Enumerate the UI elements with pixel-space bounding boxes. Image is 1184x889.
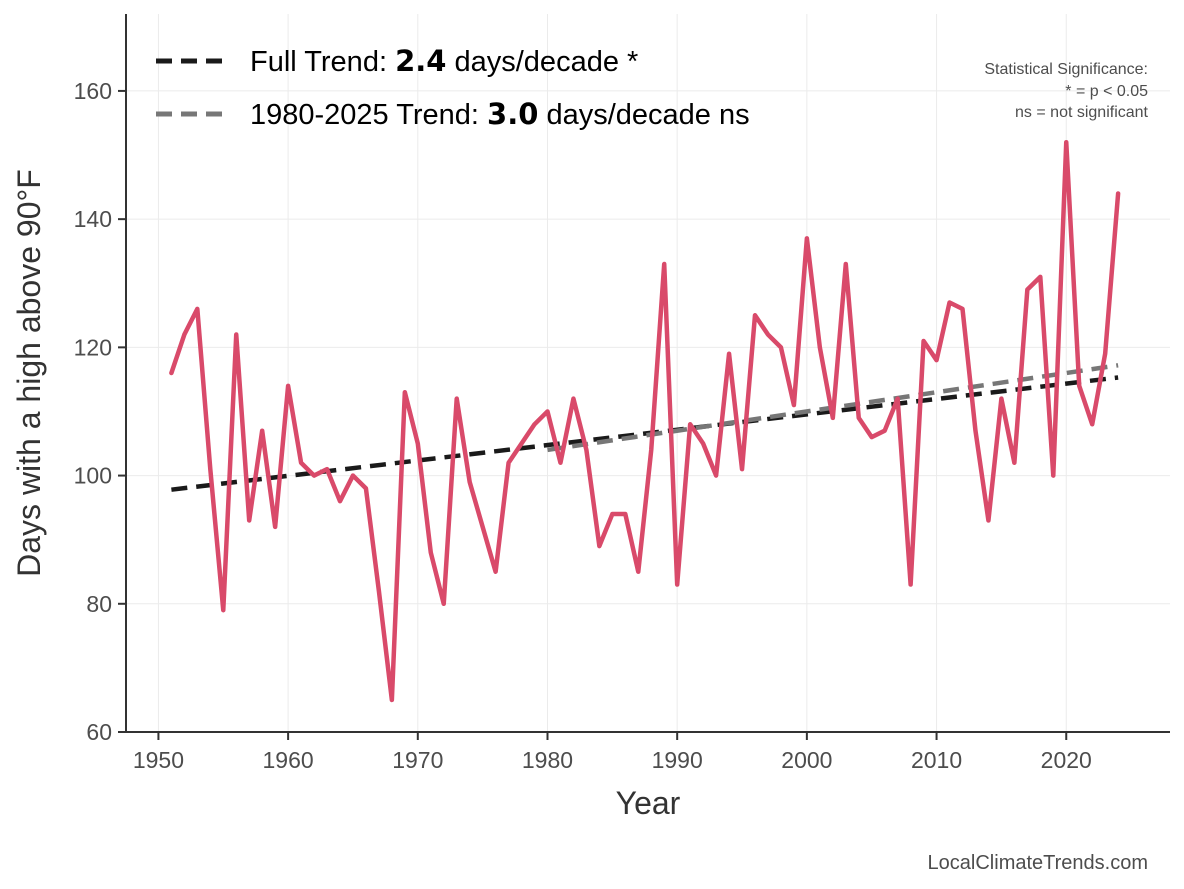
- y-tick-label: 60: [86, 719, 112, 745]
- x-tick-label: 2010: [911, 747, 962, 773]
- y-tick-label: 80: [86, 591, 112, 617]
- legend-label: Full Trend: 2.4 days/decade *: [250, 44, 638, 78]
- x-tick-label: 1990: [652, 747, 703, 773]
- legend-label-value: 2.4: [395, 44, 446, 78]
- legend-label-prefix: 1980-2025 Trend:: [250, 99, 487, 131]
- x-ticks: 1950 1960 1970 1980 1990 2000 2010 2020: [133, 732, 1092, 773]
- legend-label-suffix: days/decade ns: [538, 99, 749, 131]
- legend-label: 1980-2025 Trend: 3.0 days/decade ns: [250, 97, 750, 131]
- y-axis-title: Days with a high above 90°F: [11, 169, 47, 577]
- significance-note-line-3: ns = not significant: [1015, 104, 1149, 121]
- y-tick-label: 120: [74, 334, 112, 360]
- x-tick-label: 2000: [781, 747, 832, 773]
- x-axis-title: Year: [616, 785, 681, 821]
- series-line: [169, 139, 1121, 703]
- legend-label-value: 3.0: [487, 97, 538, 131]
- x-tick-label: 1980: [522, 747, 573, 773]
- credit-text: LocalClimateTrends.com: [928, 852, 1148, 874]
- significance-note-line-2: * = p < 0.05: [1065, 83, 1148, 100]
- legend: Full Trend: 2.4 days/decade * 1980-2025 T…: [156, 44, 750, 131]
- y-ticks: 60 80 100 120 140 160: [74, 78, 126, 745]
- legend-label-suffix: days/decade *: [446, 46, 638, 78]
- data-series: [169, 139, 1121, 703]
- y-tick-label: 100: [74, 463, 112, 489]
- y-tick-label: 140: [74, 206, 112, 232]
- axes: [125, 14, 1170, 733]
- legend-label-prefix: Full Trend:: [250, 46, 395, 78]
- y-tick-label: 160: [74, 78, 112, 104]
- significance-note: Statistical Significance: * = p < 0.05 n…: [984, 61, 1148, 121]
- x-tick-label: 1970: [392, 747, 443, 773]
- x-tick-label: 1960: [263, 747, 314, 773]
- significance-note-line-1: Statistical Significance:: [984, 61, 1148, 78]
- x-tick-label: 1950: [133, 747, 184, 773]
- x-tick-label: 2020: [1041, 747, 1092, 773]
